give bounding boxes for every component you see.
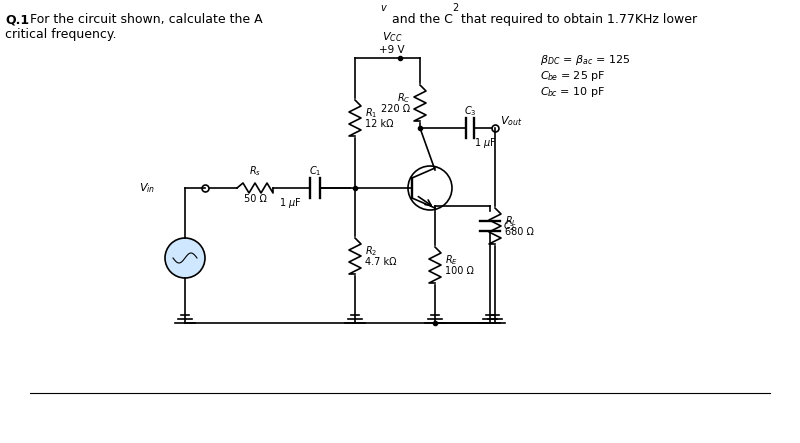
Text: $R_s$: $R_s$	[249, 164, 261, 178]
Text: 50 Ω: 50 Ω	[243, 194, 266, 204]
Text: $V_{in}$: $V_{in}$	[139, 181, 155, 195]
Text: $R_C$: $R_C$	[397, 91, 410, 105]
Text: $V_{CC}$: $V_{CC}$	[382, 30, 402, 44]
Text: critical frequency.: critical frequency.	[5, 28, 117, 41]
Text: $R_2$: $R_2$	[365, 244, 378, 258]
Text: v: v	[380, 3, 386, 13]
Text: 680 Ω: 680 Ω	[505, 227, 534, 237]
Text: $C_3$: $C_3$	[464, 104, 476, 118]
Text: +9 V: +9 V	[379, 45, 405, 55]
Text: $C_2$: $C_2$	[503, 219, 515, 233]
Text: $R_1$: $R_1$	[365, 106, 378, 120]
Circle shape	[165, 238, 205, 278]
Text: 1 $\mu$F: 1 $\mu$F	[474, 136, 497, 150]
Text: 1 $\mu$F: 1 $\mu$F	[278, 196, 302, 210]
Text: 220 Ω: 220 Ω	[381, 104, 410, 114]
Text: 100 Ω: 100 Ω	[445, 266, 474, 276]
Text: 12 kΩ: 12 kΩ	[365, 119, 394, 129]
Text: For the circuit shown, calculate the A: For the circuit shown, calculate the A	[30, 13, 262, 26]
Text: Q.1: Q.1	[5, 13, 29, 26]
Text: 2: 2	[452, 3, 458, 13]
Text: $C_{b\!c}$ = 10 pF: $C_{b\!c}$ = 10 pF	[540, 85, 605, 99]
Text: $\beta_{DC}$ = $\beta_{ac}$ = 125: $\beta_{DC}$ = $\beta_{ac}$ = 125	[540, 53, 630, 67]
Text: $C_{b\!e}$ = 25 pF: $C_{b\!e}$ = 25 pF	[540, 69, 606, 83]
Text: that required to obtain 1.77KHz lower: that required to obtain 1.77KHz lower	[457, 13, 697, 26]
Text: $V_{out}$: $V_{out}$	[500, 114, 522, 128]
Text: $C_1$: $C_1$	[309, 164, 322, 178]
Text: 4.7 kΩ: 4.7 kΩ	[365, 257, 397, 267]
Text: $R_E$: $R_E$	[445, 253, 458, 267]
Text: and the C: and the C	[388, 13, 453, 26]
Text: $R_L$: $R_L$	[505, 214, 517, 228]
